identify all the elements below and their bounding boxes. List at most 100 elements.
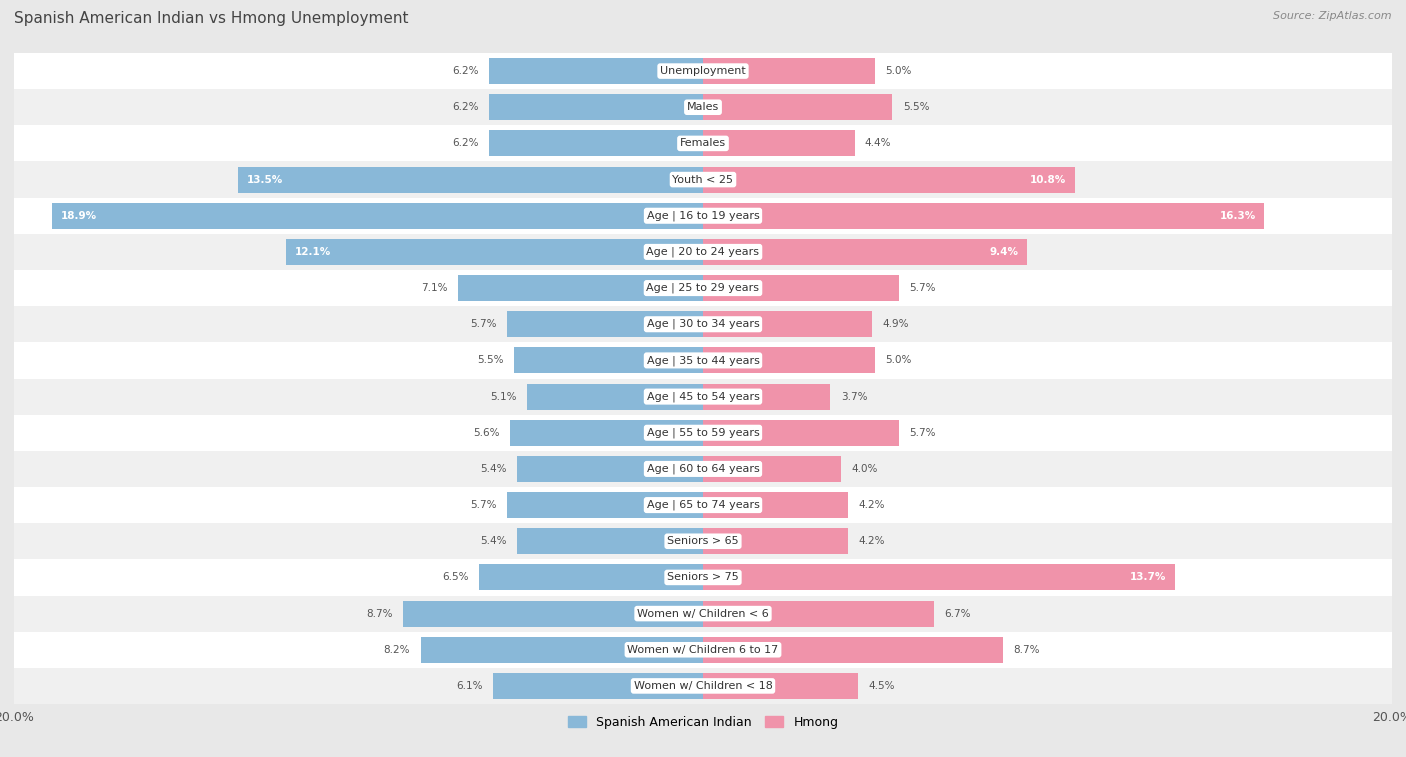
Text: Age | 65 to 74 years: Age | 65 to 74 years (647, 500, 759, 510)
Text: 5.7%: 5.7% (470, 319, 496, 329)
Text: 8.7%: 8.7% (367, 609, 392, 618)
Text: 13.5%: 13.5% (246, 175, 283, 185)
Text: Seniors > 75: Seniors > 75 (666, 572, 740, 582)
Text: 4.9%: 4.9% (882, 319, 908, 329)
Text: 16.3%: 16.3% (1219, 210, 1256, 221)
Text: Age | 20 to 24 years: Age | 20 to 24 years (647, 247, 759, 257)
Text: Males: Males (688, 102, 718, 112)
Bar (52, 203, 703, 229)
Text: 5.7%: 5.7% (910, 428, 936, 438)
Text: 6.2%: 6.2% (453, 66, 479, 76)
Bar (703, 456, 841, 482)
Bar (703, 637, 1002, 663)
Text: 4.2%: 4.2% (858, 536, 884, 547)
Text: Age | 35 to 44 years: Age | 35 to 44 years (647, 355, 759, 366)
Bar (238, 167, 703, 192)
Bar (494, 673, 703, 699)
Text: Unemployment: Unemployment (661, 66, 745, 76)
Bar (14, 523, 1392, 559)
Text: 6.7%: 6.7% (945, 609, 970, 618)
Bar (458, 275, 703, 301)
Bar (479, 565, 703, 590)
Text: 10.8%: 10.8% (1031, 175, 1066, 185)
Bar (703, 384, 831, 410)
Bar (527, 384, 703, 410)
Bar (703, 94, 893, 120)
Bar (703, 58, 875, 84)
Bar (287, 239, 703, 265)
Bar (506, 492, 703, 518)
Text: Source: ZipAtlas.com: Source: ZipAtlas.com (1274, 11, 1392, 21)
Text: 5.1%: 5.1% (491, 391, 517, 401)
Bar (14, 270, 1392, 306)
Text: 6.2%: 6.2% (453, 102, 479, 112)
Bar (14, 451, 1392, 487)
Bar (517, 456, 703, 482)
Bar (14, 559, 1392, 596)
Text: 5.6%: 5.6% (474, 428, 499, 438)
Text: 8.7%: 8.7% (1012, 645, 1039, 655)
Bar (14, 668, 1392, 704)
Text: 3.7%: 3.7% (841, 391, 868, 401)
Bar (703, 492, 848, 518)
Bar (703, 167, 1076, 192)
Text: Seniors > 65: Seniors > 65 (668, 536, 738, 547)
Text: 4.4%: 4.4% (865, 139, 891, 148)
Text: 13.7%: 13.7% (1130, 572, 1167, 582)
Text: 9.4%: 9.4% (990, 247, 1018, 257)
Text: Age | 16 to 19 years: Age | 16 to 19 years (647, 210, 759, 221)
Bar (14, 53, 1392, 89)
Bar (517, 528, 703, 554)
Bar (14, 596, 1392, 631)
Bar (14, 198, 1392, 234)
Bar (703, 565, 1175, 590)
Bar (703, 311, 872, 338)
Bar (489, 94, 703, 120)
Text: 5.7%: 5.7% (470, 500, 496, 510)
Text: 6.2%: 6.2% (453, 139, 479, 148)
Bar (489, 130, 703, 157)
Bar (14, 415, 1392, 451)
Text: Spanish American Indian vs Hmong Unemployment: Spanish American Indian vs Hmong Unemplo… (14, 11, 409, 26)
Text: Women w/ Children < 6: Women w/ Children < 6 (637, 609, 769, 618)
Bar (14, 161, 1392, 198)
Bar (420, 637, 703, 663)
Legend: Spanish American Indian, Hmong: Spanish American Indian, Hmong (562, 711, 844, 734)
Text: Women w/ Children < 18: Women w/ Children < 18 (634, 681, 772, 691)
Text: 5.7%: 5.7% (910, 283, 936, 293)
Bar (703, 275, 900, 301)
Text: Age | 60 to 64 years: Age | 60 to 64 years (647, 464, 759, 474)
Bar (703, 528, 848, 554)
Bar (703, 600, 934, 627)
Text: Women w/ Children 6 to 17: Women w/ Children 6 to 17 (627, 645, 779, 655)
Bar (14, 126, 1392, 161)
Text: 5.5%: 5.5% (477, 356, 503, 366)
Text: 4.0%: 4.0% (851, 464, 877, 474)
Bar (703, 673, 858, 699)
Text: 5.5%: 5.5% (903, 102, 929, 112)
Bar (510, 419, 703, 446)
Text: 5.4%: 5.4% (481, 464, 506, 474)
Text: 8.2%: 8.2% (384, 645, 411, 655)
Text: 7.1%: 7.1% (422, 283, 449, 293)
Bar (14, 342, 1392, 378)
Bar (14, 306, 1392, 342)
Text: 5.0%: 5.0% (886, 66, 912, 76)
Text: 6.1%: 6.1% (456, 681, 482, 691)
Text: 5.0%: 5.0% (886, 356, 912, 366)
Bar (513, 347, 703, 373)
Text: 6.5%: 6.5% (443, 572, 468, 582)
Bar (703, 203, 1264, 229)
Bar (489, 58, 703, 84)
Bar (703, 347, 875, 373)
Text: 4.2%: 4.2% (858, 500, 884, 510)
Bar (14, 234, 1392, 270)
Text: Age | 55 to 59 years: Age | 55 to 59 years (647, 428, 759, 438)
Bar (14, 487, 1392, 523)
Bar (703, 419, 900, 446)
Text: Age | 45 to 54 years: Age | 45 to 54 years (647, 391, 759, 402)
Text: 4.5%: 4.5% (869, 681, 894, 691)
Text: 12.1%: 12.1% (295, 247, 330, 257)
Bar (703, 239, 1026, 265)
Bar (14, 631, 1392, 668)
